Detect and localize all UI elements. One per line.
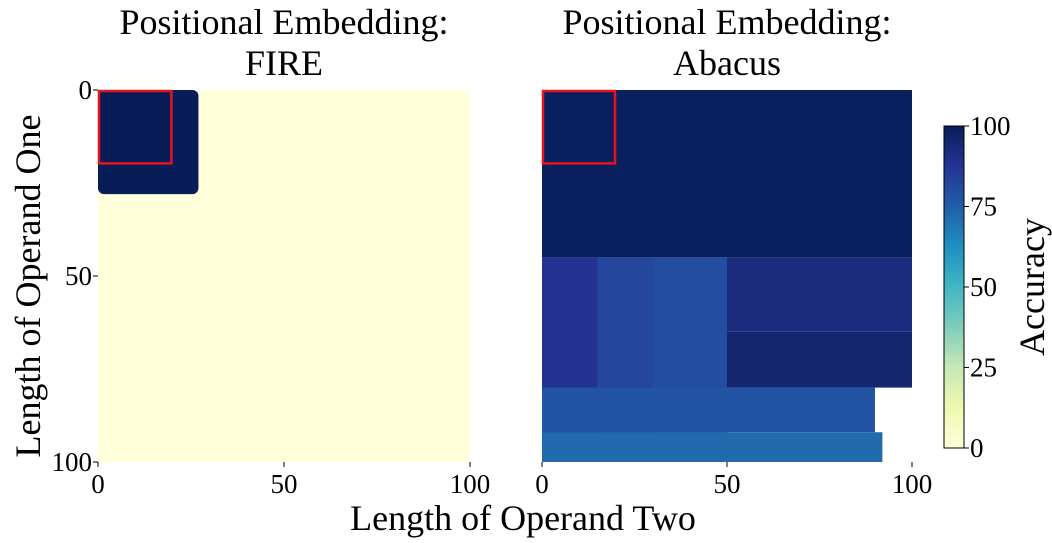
abacus-title-line1: Positional Embedding: — [563, 2, 892, 42]
heatmap-abacus: Positional Embedding: Abacus 0 50 100 — [535, 2, 932, 499]
fire-ytick-label-1: 50 — [65, 261, 92, 291]
colorbar-tick-label-4: 100 — [970, 111, 1011, 141]
colorbar-gradient — [943, 125, 965, 449]
abacus-ticks: 0 50 100 — [535, 462, 932, 499]
fire-title-line1: Positional Embedding: — [120, 2, 449, 42]
abacus-region-4 — [727, 257, 912, 332]
colorbar-tick-label-3: 75 — [970, 192, 997, 222]
fire-ytick-label-2: 100 — [52, 447, 93, 477]
colorbar-label: Accuracy — [1012, 218, 1052, 356]
fire-xtick-label-2: 100 — [450, 469, 491, 499]
abacus-xtick-label-2: 100 — [892, 469, 933, 499]
abacus-region-6 — [542, 387, 875, 433]
fire-title-line2: FIRE — [245, 43, 323, 83]
fire-cells — [98, 90, 470, 462]
fire-xtick-label-1: 50 — [271, 469, 298, 499]
fire-ytick-label-0: 0 — [79, 75, 93, 105]
y-axis-label: Length of Operand One — [8, 115, 48, 458]
abacus-region-7 — [542, 432, 883, 462]
fire-xtick-label-0: 0 — [91, 469, 105, 499]
colorbar-tick-label-0: 0 — [970, 433, 984, 463]
colorbar-ticks: 0 25 50 75 100 — [964, 111, 1011, 463]
x-axis-label: Length of Operand Two — [350, 498, 696, 538]
colorbar-tick-label-1: 25 — [970, 353, 997, 383]
abacus-title-line2: Abacus — [673, 43, 781, 83]
abacus-highlight-box — [541, 89, 617, 165]
heatmap-fire: Positional Embedding: FIRE 0 50 100050100 … — [8, 2, 490, 499]
abacus-region-0 — [542, 90, 912, 258]
colorbar-tick-label-2: 50 — [970, 272, 997, 302]
abacus-region-5 — [727, 331, 912, 388]
colorbar: 0 25 50 75 100 Accuracy — [943, 111, 1052, 463]
abacus-xtick-label-0: 0 — [535, 469, 549, 499]
abacus-cells — [542, 90, 912, 462]
abacus-xtick-label-1: 50 — [714, 469, 741, 499]
fire-highlight-box — [97, 89, 173, 165]
fire-region-0 — [98, 90, 199, 195]
